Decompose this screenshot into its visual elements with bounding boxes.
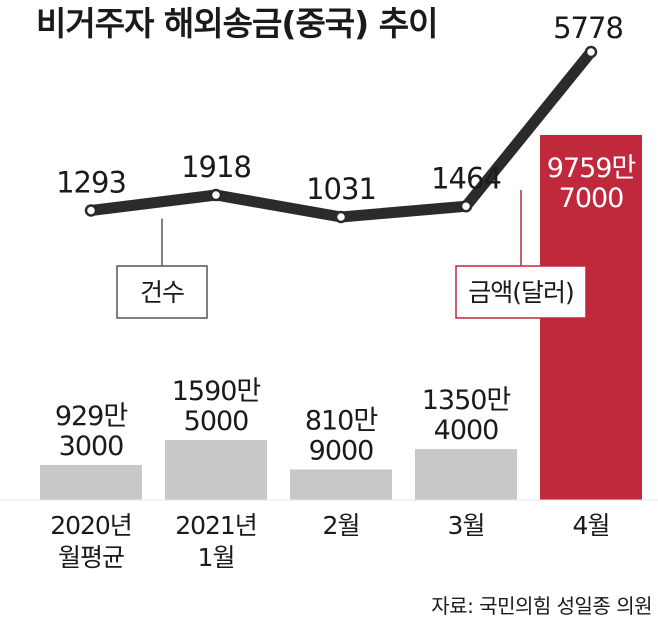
- chart-title: 비거주자 해외송금(중국) 추이: [36, 4, 437, 43]
- category-label: 2월: [323, 511, 360, 540]
- amount-bar: [415, 449, 517, 500]
- count-label: 5778: [553, 11, 623, 45]
- legend-box-count: [116, 265, 208, 319]
- category-label: 2020년: [50, 511, 132, 540]
- category-label: 2021년: [175, 511, 257, 540]
- category-label: 월평균: [58, 543, 124, 572]
- count-label: 1464: [431, 161, 501, 195]
- amount-label: 9000: [309, 435, 374, 466]
- count-point: [584, 45, 598, 59]
- source-note: 자료: 국민의힘 성일종 의원: [431, 594, 652, 618]
- category-label: 4월: [573, 511, 610, 540]
- count-point: [84, 204, 98, 217]
- legend-connectors: [161, 190, 522, 266]
- count-label: 1031: [306, 172, 376, 206]
- amount-label: 9759만: [547, 153, 636, 184]
- count-point: [209, 188, 223, 202]
- amount-label: 810만: [305, 405, 378, 436]
- amount-label: 5000: [184, 406, 249, 437]
- category-label: 3월: [448, 511, 485, 540]
- amount-bar: [40, 464, 142, 500]
- amount-label: 3000: [59, 431, 124, 462]
- amount-bar: [290, 469, 392, 500]
- count-point: [334, 210, 348, 224]
- count-label: 1293: [56, 166, 126, 200]
- count-line: [84, 45, 598, 224]
- amount-label: 4000: [434, 415, 499, 446]
- amount-label: 7000: [559, 183, 624, 214]
- count-label: 1918: [181, 150, 251, 184]
- amount-bar: [165, 440, 267, 500]
- category-label: 1월: [198, 543, 235, 572]
- legend-box-amount: [455, 265, 587, 319]
- count-point: [459, 200, 473, 213]
- legend-count-label: 건수: [140, 278, 184, 307]
- amount-label: 1590만: [172, 376, 261, 407]
- legend-amount-label: 금액(달러): [468, 278, 574, 307]
- legend: 건수 금액(달러): [116, 265, 587, 319]
- amount-label: 1350만: [422, 385, 511, 416]
- amount-label: 929만: [55, 401, 128, 432]
